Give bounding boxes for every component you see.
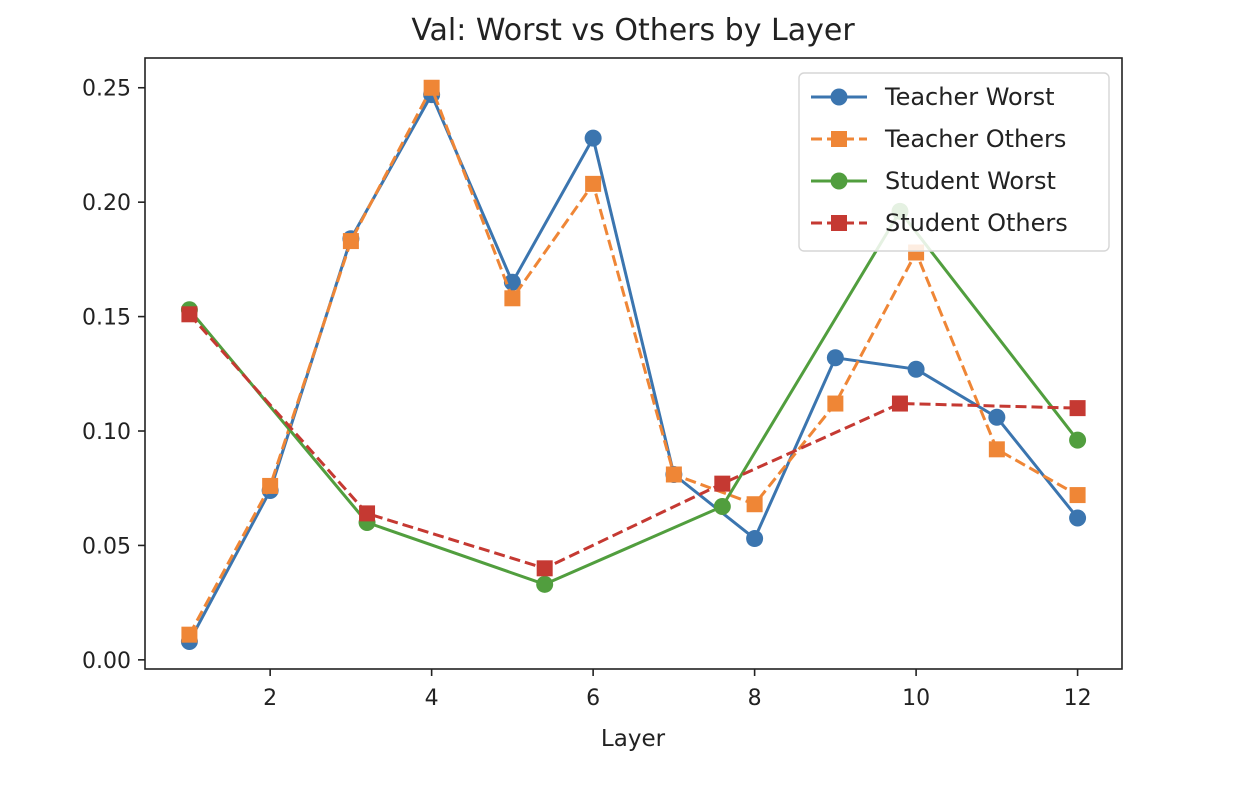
data-point-circle <box>1069 509 1087 527</box>
x-tick-label: 6 <box>586 686 600 711</box>
x-tick-label: 12 <box>1064 686 1092 711</box>
legend-item: Teacher Others <box>811 125 1066 153</box>
data-point-square <box>988 441 1005 458</box>
chart-title: Val: Worst vs Others by Layer <box>411 13 855 48</box>
legend-item: Student Worst <box>811 167 1056 195</box>
data-point-square <box>746 496 763 513</box>
data-point-square <box>359 505 376 522</box>
ticks-layer: 2 4 6 8 10 12 0.00 0.05 0.10 0.15 0.20 0.25 <box>82 77 1092 711</box>
data-point-circle <box>584 129 602 147</box>
series-line <box>188 313 1078 570</box>
data-point-square <box>423 79 440 96</box>
legend-marker-circle <box>830 88 848 106</box>
data-point-circle <box>536 575 554 593</box>
data-point-circle <box>713 498 731 516</box>
plot-frame <box>144 57 1123 670</box>
x-axis-label: Layer <box>601 726 666 752</box>
y-tick-label: 0.05 <box>82 534 131 559</box>
data-point-square <box>714 475 731 492</box>
series-line <box>188 86 1079 636</box>
data-point-circle <box>907 360 925 378</box>
legend-label: Teacher Worst <box>884 83 1055 111</box>
data-point-square <box>181 306 198 323</box>
data-point-square <box>536 560 553 577</box>
y-tick-label: 0.00 <box>82 649 131 674</box>
data-point-circle <box>988 408 1006 426</box>
data-point-square <box>342 233 359 250</box>
series-layer <box>180 79 1087 651</box>
legend-marker-square <box>831 215 847 231</box>
data-point-square <box>1069 487 1086 504</box>
y-tick-label: 0.15 <box>82 306 131 331</box>
data-point-square <box>262 477 279 494</box>
legend-label: Teacher Others <box>884 125 1066 153</box>
y-tick-label: 0.25 <box>82 77 131 102</box>
data-point-circle <box>826 349 844 367</box>
legend-marker-square <box>831 131 847 147</box>
legend-marker-circle <box>830 172 848 190</box>
data-point-square <box>827 395 844 412</box>
legend: Teacher Worst Teacher Others Student Worst… <box>798 72 1110 252</box>
data-point-square <box>1069 400 1086 417</box>
x-tick-label: 10 <box>902 686 930 711</box>
data-point-square <box>181 626 198 643</box>
data-point-circle <box>1069 431 1087 449</box>
data-point-circle <box>503 273 521 291</box>
y-tick-label: 0.20 <box>82 191 131 216</box>
legend-label: Student Worst <box>885 167 1056 195</box>
x-tick-label: 2 <box>263 686 277 711</box>
x-tick-label: 8 <box>748 686 762 711</box>
data-point-circle <box>746 530 764 548</box>
series-student-others <box>181 306 1086 577</box>
series-teacher-others <box>181 79 1086 643</box>
legend-label: Student Others <box>885 209 1068 237</box>
legend-item: Teacher Worst <box>811 83 1055 111</box>
legend-item: Student Others <box>811 209 1068 237</box>
data-point-square <box>585 175 602 192</box>
legend-box <box>798 72 1110 252</box>
x-tick-label: 4 <box>425 686 439 711</box>
data-point-square <box>891 395 908 412</box>
data-point-square <box>665 466 682 483</box>
y-tick-label: 0.10 <box>82 420 131 445</box>
data-point-square <box>504 290 521 307</box>
